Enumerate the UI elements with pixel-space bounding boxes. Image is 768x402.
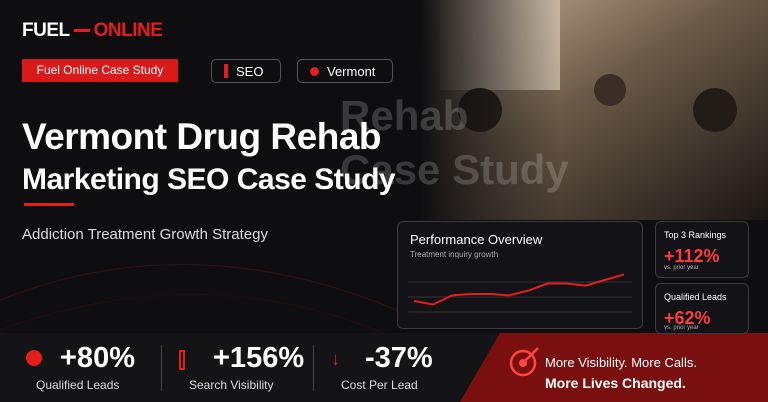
card-label: Top 3 Rankings xyxy=(664,230,727,240)
stat-icon xyxy=(26,350,42,366)
underline xyxy=(24,203,74,206)
card-note: vs. prior year xyxy=(664,265,699,271)
tag-text: SEO xyxy=(236,63,264,79)
line xyxy=(413,273,625,306)
tag-text: Vermont xyxy=(327,63,376,79)
tagline: More Visibility. More Calls. xyxy=(545,355,697,370)
sparkline-chart xyxy=(408,273,632,313)
tag: SEO xyxy=(211,59,281,83)
performance-card: Performance Overview Treatment inquiry g… xyxy=(397,221,643,329)
divider xyxy=(313,345,314,391)
card-subtitle: Treatment inquiry growth xyxy=(410,250,499,259)
stat-icon xyxy=(179,350,185,370)
logo-text: FUEL xyxy=(22,20,70,41)
tagline: More Lives Changed. xyxy=(545,375,686,391)
ghost-text: Rehab xyxy=(340,92,469,139)
title: Marketing SEO Case Study xyxy=(22,163,396,196)
card-note: vs. prior year xyxy=(664,325,699,331)
stat-card: Qualified Leads +62% vs. prior year xyxy=(655,283,749,334)
stat-label: Qualified Leads xyxy=(36,378,120,392)
title: Vermont Drug Rehab xyxy=(22,116,382,157)
card-value: +112% xyxy=(664,246,720,266)
logo: FUEL ONLINE xyxy=(22,20,163,42)
target-icon xyxy=(509,347,539,377)
stat-value: -37% xyxy=(365,342,433,374)
stat-value: +80% xyxy=(60,342,135,374)
divider xyxy=(161,345,162,391)
logo-text: ONLINE xyxy=(93,20,163,41)
ghost-text: Case Study xyxy=(340,146,569,193)
card-label: Qualified Leads xyxy=(664,292,727,302)
stat-card: Top 3 Rankings +112% vs. prior year xyxy=(655,221,749,278)
badge: Fuel Online Case Study xyxy=(22,59,178,82)
stat-label: Cost Per Lead xyxy=(341,378,418,392)
stat-value: +156% xyxy=(213,342,305,374)
stat-label: Search Visibility xyxy=(189,378,274,392)
card-title: Performance Overview xyxy=(410,232,543,247)
card-value: +62% xyxy=(664,308,711,328)
stat-icon: ↓ xyxy=(331,349,340,369)
tag: Vermont xyxy=(297,59,393,83)
subtitle: Addiction Treatment Growth Strategy xyxy=(22,226,268,243)
